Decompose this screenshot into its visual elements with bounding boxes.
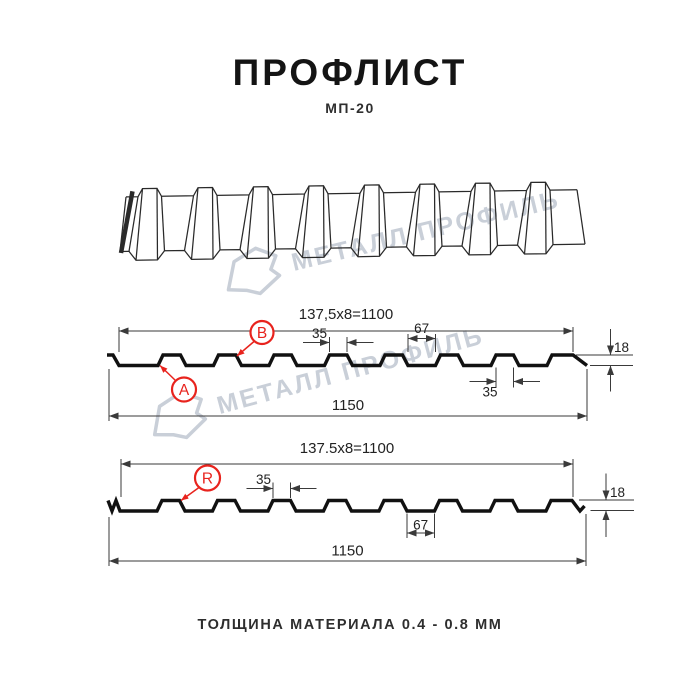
dim-height-group: 18 (576, 329, 633, 392)
callout-r: R (180, 464, 222, 502)
dim-label-overall: 1150 (331, 543, 363, 560)
dim-label-pitch: 137,5x8=1100 (299, 306, 393, 323)
callout-label-r: R (202, 471, 213, 488)
dim-rib-top-group: 35 (303, 326, 374, 352)
profile-outline (107, 353, 589, 368)
callout-label-a: A (179, 382, 190, 399)
callout-circle (193, 464, 222, 492)
dim-label-pitch: 137.5x8=1100 (300, 440, 394, 457)
dim-pitch-group: 137.5x8=1100 (120, 440, 574, 497)
footer-note: ТОЛЩИНА МАТЕРИАЛА 0.4 - 0.8 ММ (197, 617, 503, 633)
cross-section-2: 137.5x8=1100 35 67 18 (106, 440, 634, 566)
dim-rib-bottom-group: 35 (469, 367, 540, 400)
dim-label-valley: 67 (414, 321, 429, 336)
profile-3d-view (118, 181, 586, 261)
dim-rib-top-group: 35 (246, 472, 317, 498)
callout-b: B (236, 319, 275, 357)
page-subtitle: МП-20 (325, 100, 375, 116)
profile-outline (106, 495, 586, 516)
dim-pitch-group: 137,5x8=1100 (118, 306, 574, 352)
dim-label-rib-top: 35 (312, 326, 327, 341)
dim-label-height: 18 (610, 485, 625, 500)
dim-label-rib-bottom: 35 (482, 385, 497, 400)
header: ПРОФЛИСТ МП-20 (0, 54, 700, 116)
cross-section-1: 137,5x8=1100 35 67 18 (107, 306, 633, 421)
dim-valley-group: 67 (406, 513, 435, 538)
callout-a: A (159, 364, 198, 403)
dim-valley-group: 67 (407, 321, 436, 352)
dim-height-group: 18 (579, 473, 634, 537)
dim-label-overall: 1150 (332, 397, 364, 414)
callout-label-b: B (257, 325, 267, 342)
dim-label-rib-top: 35 (256, 472, 271, 487)
page-title: ПРОФЛИСТ (232, 52, 468, 93)
dim-label-valley: 67 (413, 518, 428, 533)
dim-overall-group: 1150 (108, 514, 587, 566)
callout-circle (249, 319, 275, 346)
dim-label-height: 18 (614, 340, 629, 355)
